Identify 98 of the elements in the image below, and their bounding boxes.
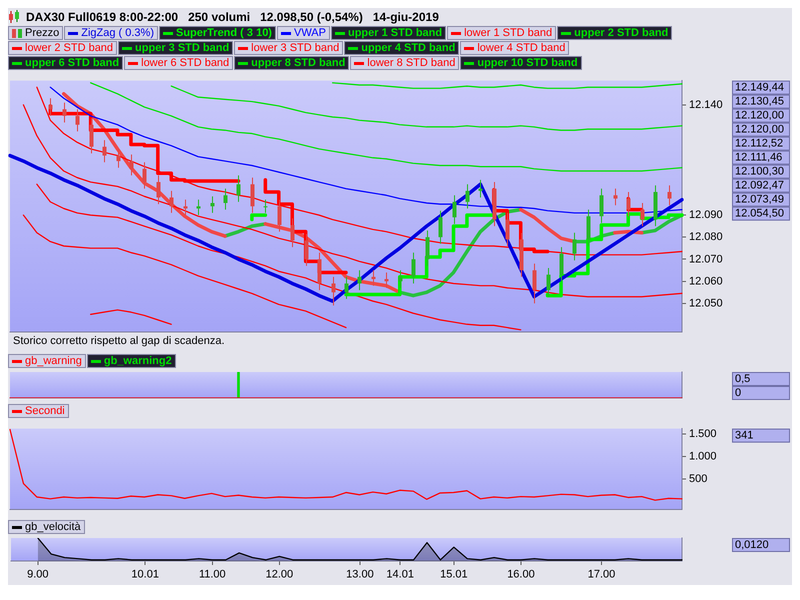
text: 12.092,47	[735, 180, 784, 192]
candlestick	[102, 140, 106, 163]
candlestick	[426, 230, 430, 266]
legend-label: gb_warning2	[104, 355, 172, 367]
text: 12.120,00	[735, 124, 784, 136]
candlestick	[572, 232, 576, 261]
y-tick-label: 500	[689, 473, 708, 486]
candlestick	[224, 188, 228, 210]
text: 12.112,52	[735, 138, 784, 150]
x-tick-label: 13.00	[346, 568, 374, 581]
candlestick	[76, 108, 80, 132]
candlestick	[546, 268, 550, 298]
y-tick-label: 1.000	[689, 450, 717, 463]
candlestick	[438, 210, 442, 244]
y-tick-label: 12.140	[689, 98, 723, 111]
y-tick-label: 12.080	[689, 231, 723, 244]
candlestick	[142, 162, 146, 190]
x-tick-label: 12.00	[266, 568, 294, 581]
candlestick	[196, 199, 200, 216]
legend-label: upper 3 STD band	[135, 42, 230, 54]
candlestick	[62, 102, 66, 123]
candlestick	[626, 191, 630, 217]
legend-label: upper 8 STD band	[251, 57, 346, 69]
candlestick	[586, 209, 590, 246]
candlestick	[560, 246, 564, 282]
legend-label: upper 4 STD band	[361, 42, 456, 54]
legend-label: upper 10 STD band	[477, 57, 578, 69]
x-tick-label: 9.00	[27, 568, 49, 581]
legend-label: Secondi	[25, 405, 65, 417]
legend-label: lower 6 STD band	[141, 57, 230, 69]
legend-label: lower 2 STD band	[25, 42, 114, 54]
candlestick	[90, 118, 94, 154]
candlestick	[304, 233, 308, 266]
x-tick-label: 17.00	[588, 568, 616, 581]
text: 0,0120	[735, 539, 769, 552]
candlestick	[48, 98, 52, 116]
candlestick	[668, 184, 672, 206]
text: 12.120,00	[735, 110, 784, 122]
text: 0,5	[735, 373, 750, 386]
y-tick-label: 12.050	[689, 297, 723, 310]
y-tick-label: 1.500	[689, 428, 717, 440]
legend-label: SuperTrend ( 3 10)	[176, 27, 272, 39]
y-tick-label: 12.060	[689, 275, 723, 288]
legend-label: lower 4 STD band	[477, 42, 566, 54]
legend-label: gb_velocità	[25, 521, 81, 533]
x-tick-label: 11.00	[198, 568, 226, 581]
text: 12.054,50	[735, 208, 784, 220]
legend-label: lower 8 STD band	[367, 57, 456, 69]
candlestick	[236, 174, 240, 202]
legend-label: lower 3 STD band	[251, 42, 340, 54]
candlestick	[332, 276, 336, 306]
y-tick-label: 12.090	[689, 209, 723, 222]
candlestick	[384, 272, 388, 288]
candlestick	[358, 270, 362, 291]
candlestick	[532, 263, 536, 304]
candlestick	[264, 199, 268, 214]
legend-label: upper 6 STD band	[25, 57, 120, 69]
candlestick	[156, 174, 160, 205]
legend-label: upper 2 STD band	[574, 27, 668, 39]
candlestick	[398, 270, 402, 288]
legend-label: lower 1 STD band	[464, 27, 552, 39]
candlestick	[600, 188, 604, 224]
text: 12.073,49	[735, 194, 784, 206]
legend-label: VWAP	[294, 27, 326, 39]
y-tick-label: 12.070	[689, 253, 723, 266]
candlestick	[250, 177, 254, 214]
candlestick	[170, 190, 174, 214]
text: 12.149,44	[735, 82, 784, 94]
candlestick	[452, 194, 456, 224]
text: 12.130,45	[735, 96, 784, 108]
text: 12.111,46	[735, 152, 782, 164]
x-tick-label: 16.00	[507, 568, 535, 581]
chart-title: DAX30 Full0619 8:00-22:00 250 volumi 12.098,50 (-0,54%) 14-giu-2019	[26, 10, 439, 24]
candlestick	[614, 188, 618, 206]
candlestick	[130, 154, 134, 176]
legend-label: Prezzo	[25, 27, 60, 39]
candlestick	[344, 276, 348, 300]
text: 341	[735, 430, 754, 442]
legend-label: ZigZag ( 0.3%)	[81, 27, 154, 39]
text: Storico corretto rispetto al gap di scadenza.	[13, 335, 225, 348]
x-tick-label: 10.01	[131, 568, 159, 581]
candlestick	[210, 196, 214, 214]
candlestick	[412, 252, 416, 284]
candlestick	[506, 212, 510, 246]
legend-label: gb_warning	[25, 355, 82, 367]
candlestick	[640, 202, 644, 227]
text: 0	[735, 387, 742, 400]
legend-label: upper 1 STD band	[348, 27, 442, 39]
candlestick	[116, 148, 120, 168]
x-tick-label: 14.01	[386, 568, 414, 581]
x-tick-label: 15.01	[440, 568, 468, 581]
candlestick	[478, 179, 482, 198]
text: 12.100,30	[735, 166, 784, 178]
candlestick	[372, 270, 376, 286]
candlestick	[278, 199, 282, 232]
candlestick	[184, 199, 188, 216]
candlestick	[466, 184, 470, 210]
candlestick	[290, 218, 294, 248]
